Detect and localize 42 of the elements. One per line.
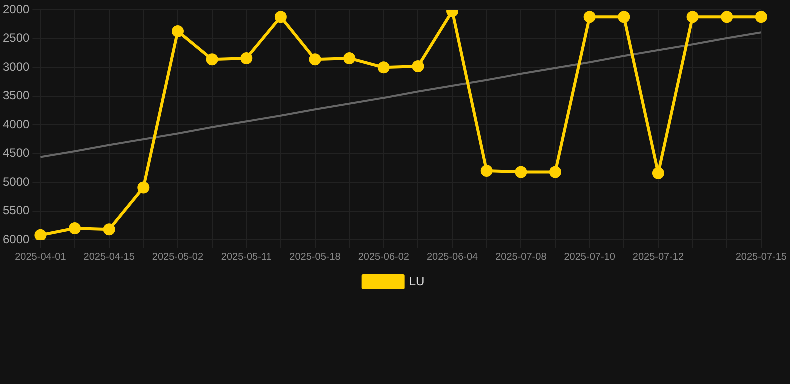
y-tick-label: 4000 [2, 117, 30, 132]
x-tick-label: 2025-05-18 [290, 252, 342, 263]
y-tick-label: 6000 [2, 232, 30, 246]
y-tick-label: 4500 [2, 146, 30, 160]
point [172, 25, 184, 38]
y-tick-label: 2500 [2, 31, 30, 46]
x-tick-label: 2025-05-11 [221, 252, 272, 263]
x-tick-label: 2025-07-08 [496, 252, 548, 263]
point [378, 62, 390, 74]
x-tick-label: 2025-06-04 [426, 252, 479, 263]
y-tick-label: 3500 [2, 88, 30, 103]
y-tick-label: 5000 [2, 174, 30, 189]
x-tick-label: 2025-07-10 [564, 252, 616, 263]
point [584, 11, 596, 24]
x-tick-label: 2025-04-15 [84, 252, 136, 263]
point [480, 165, 493, 178]
point [69, 222, 82, 235]
point [515, 166, 528, 178]
point [309, 54, 322, 66]
point [721, 11, 734, 24]
point [274, 11, 287, 24]
x-tick-label: 2025-06-02 [358, 252, 410, 263]
x-tick-label: 2025-07-15 [736, 252, 788, 263]
point [652, 167, 664, 180]
y-tick-label: 2000 [2, 2, 30, 17]
x-tick-label: 2025-04-01 [15, 252, 67, 263]
point [240, 52, 253, 64]
point [344, 52, 356, 64]
point [138, 182, 150, 194]
point [34, 229, 47, 240]
legend-label: LU [409, 274, 425, 288]
y-tick-label: 3000 [2, 60, 30, 74]
point [618, 11, 630, 24]
y-tick-label: 5500 [2, 204, 30, 218]
point [755, 11, 768, 24]
x-tick-label: 2025-05-02 [152, 252, 204, 263]
point [206, 54, 218, 66]
point [686, 11, 699, 24]
x-tick-label: 2025-07-12 [632, 252, 684, 263]
point [412, 60, 424, 72]
point [550, 166, 562, 178]
point [103, 224, 116, 236]
